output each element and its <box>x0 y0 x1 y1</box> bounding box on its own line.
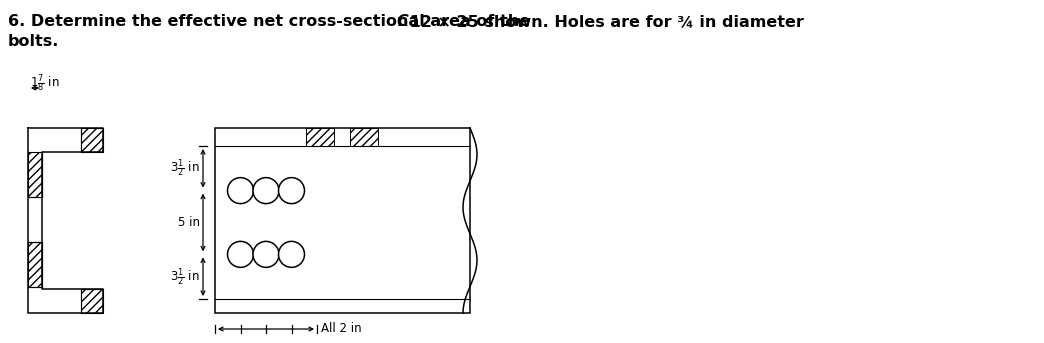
Bar <box>306 128 334 146</box>
Text: 6. Determine the effective net cross-sectional area of the: 6. Determine the effective net cross-sec… <box>8 14 536 29</box>
Text: bolts.: bolts. <box>8 34 60 49</box>
Ellipse shape <box>253 241 279 268</box>
Bar <box>81 289 103 313</box>
Text: $3\frac{1}{2}$ in: $3\frac{1}{2}$ in <box>170 266 200 287</box>
Text: 12 × 25 shown. Holes are for ¾ in diameter: 12 × 25 shown. Holes are for ¾ in diamet… <box>404 14 804 29</box>
Text: $3\frac{1}{2}$ in: $3\frac{1}{2}$ in <box>170 157 200 179</box>
Ellipse shape <box>228 241 254 268</box>
Ellipse shape <box>228 178 254 204</box>
Ellipse shape <box>253 178 279 204</box>
Bar <box>350 128 378 146</box>
Text: 5 in: 5 in <box>177 216 200 229</box>
Bar <box>81 128 103 152</box>
Text: $1\frac{7}{8}$ in: $1\frac{7}{8}$ in <box>30 72 60 94</box>
Ellipse shape <box>279 178 305 204</box>
Text: All 2 in: All 2 in <box>321 322 361 335</box>
Bar <box>28 242 42 287</box>
Bar <box>28 152 42 197</box>
Ellipse shape <box>279 241 305 268</box>
Text: C: C <box>397 14 408 29</box>
Bar <box>215 128 470 313</box>
